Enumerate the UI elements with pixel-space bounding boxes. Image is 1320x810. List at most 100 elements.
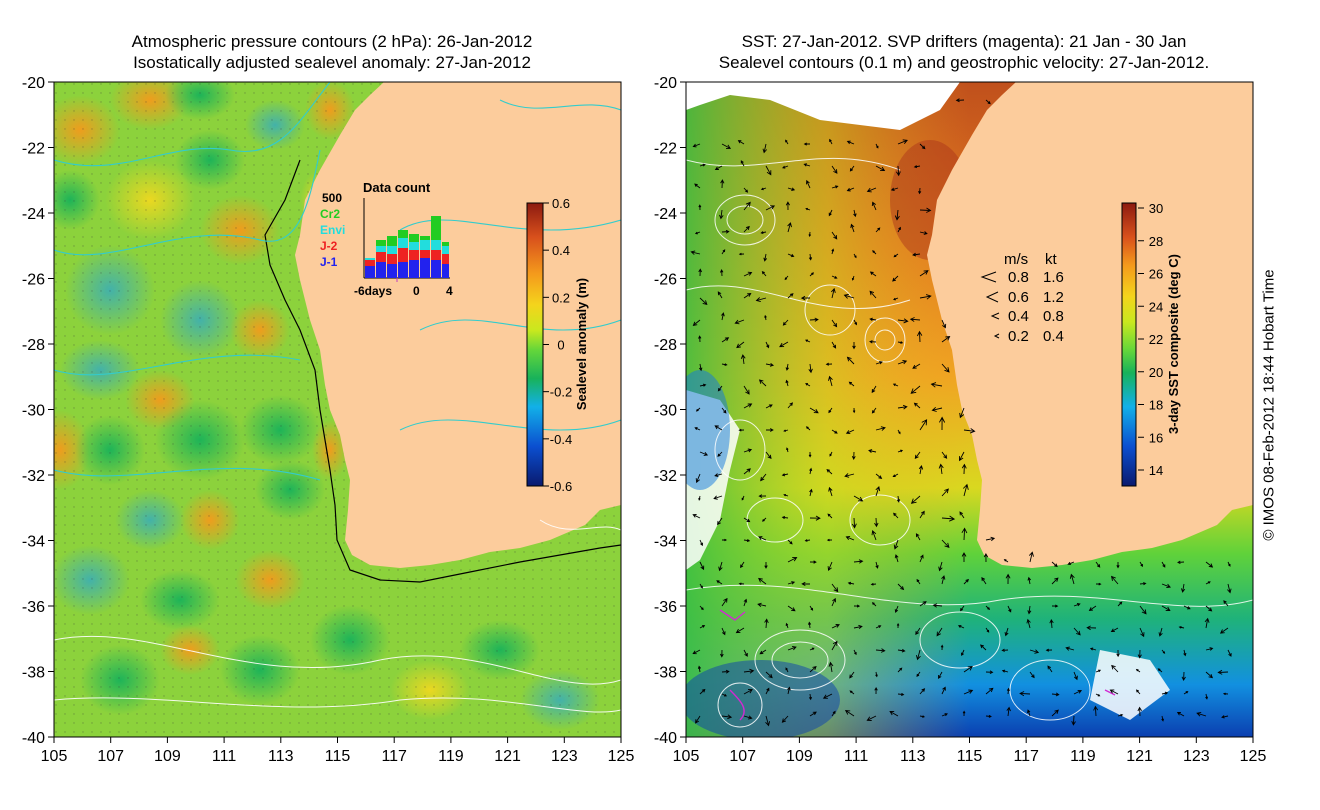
right-title-line1: SST: 27-Jan-2012. SVP drifters (magenta)…: [741, 32, 1187, 51]
velocity-arrow: [717, 291, 723, 299]
velocity-arrow: [959, 407, 965, 419]
velocity-arrow: [919, 601, 927, 607]
velocity-arrow: [1006, 706, 1011, 717]
velocity-arrow: [960, 605, 965, 612]
legend-kt-0-8: 1.6: [1043, 269, 1064, 286]
right-colorbar-label: 3-day SST composite (deg C): [1166, 254, 1181, 434]
velocity-arrow: [874, 517, 879, 528]
velocity-arrow: [809, 317, 819, 322]
velocity-arrow: [1095, 669, 1102, 673]
velocity-arrow: [743, 385, 750, 395]
velocity-arrow: [760, 231, 767, 235]
left-ytick-label: -28: [22, 337, 45, 354]
velocity-arrow: [1157, 668, 1163, 673]
velocity-arrow: [853, 559, 864, 564]
right-xtick-label: 119: [1070, 748, 1096, 765]
velocity-arrow: [826, 468, 833, 475]
velocity-arrow: [692, 514, 701, 519]
velocity-arrow: [897, 429, 901, 435]
velocity-arrow: [912, 252, 921, 257]
left-cb-tick-label: 0.2: [552, 290, 570, 305]
velocity-arrow: [721, 143, 732, 149]
velocity-arrow: [809, 488, 813, 497]
velocity-arrow: [760, 187, 767, 191]
right-cb-tick-label: 24: [1149, 299, 1163, 314]
velocity-arrow: [1135, 689, 1141, 695]
velocity-arrow: [809, 665, 817, 673]
velocity-arrow: [831, 640, 838, 651]
velocity-arrow: [919, 270, 929, 277]
velocity-arrow: [759, 649, 767, 655]
velocity-arrow: [961, 463, 967, 475]
left-xtick-label: 111: [212, 748, 236, 765]
velocity-arrow: [1227, 561, 1231, 567]
velocity-arrow: [1026, 618, 1031, 629]
velocity-arrow: [741, 495, 745, 501]
velocity-arrow: [892, 473, 899, 478]
velocity-arrow: [844, 709, 855, 717]
velocity-arrow: [871, 407, 877, 414]
velocity-arrow: [743, 225, 750, 233]
velocity-arrow: [1051, 692, 1060, 697]
velocity-arrow: [1005, 573, 1011, 585]
velocity-arrow: [845, 429, 855, 435]
velocity-arrow: [800, 295, 811, 301]
velocity-arrow: [738, 252, 745, 256]
velocity-arrow: [721, 597, 728, 607]
right-colorbar: 30 28 26 24 22 20 18 16 14 3-day SST composite (…: [1121, 201, 1181, 487]
right-ytick-label: -38: [654, 665, 677, 682]
velocity-arrow: [805, 339, 811, 343]
velocity-arrow: [985, 99, 991, 105]
velocity-arrow: [765, 205, 776, 211]
velocity-arrow: [941, 539, 950, 548]
left-cb-tick-label: -0.2: [550, 385, 572, 400]
right-xtick-label: 115: [957, 748, 983, 765]
velocity-arrow: [826, 538, 833, 542]
velocity-arrow: [1049, 618, 1054, 629]
velocity-arrow: [869, 340, 877, 344]
velocity-arrow: [1073, 603, 1081, 607]
velocity-arrow: [853, 495, 864, 502]
velocity-arrow: [829, 451, 833, 457]
velocity-arrow: [765, 404, 773, 409]
right-cb-tick-label: 30: [1149, 201, 1163, 216]
velocity-arrow: [787, 222, 792, 233]
velocity-arrow: [719, 269, 724, 277]
velocity-arrow: [852, 407, 856, 414]
velocity-arrow: [955, 98, 965, 103]
velocity-arrow: [875, 143, 879, 149]
velocity-arrow: [831, 710, 836, 717]
velocity-arrow: [872, 250, 877, 255]
svp-drifters: [719, 609, 1116, 721]
velocity-arrow: [1051, 561, 1058, 568]
velocity-arrow: [938, 561, 943, 572]
velocity-arrow: [809, 467, 813, 475]
velocity-arrow: [764, 562, 768, 569]
velocity-arrow: [916, 330, 923, 343]
velocity-arrow: [831, 624, 840, 629]
velocity-arrow: [941, 713, 948, 717]
legend-header-kt: kt: [1045, 251, 1058, 268]
velocity-arrow: [1027, 576, 1032, 585]
velocity-arrow: [831, 597, 837, 607]
right-cb-tick-label: 28: [1149, 234, 1163, 249]
velocity-arrow: [801, 581, 811, 586]
legend-header-ms: m/s: [1004, 251, 1028, 268]
velocity-arrow: [785, 363, 789, 371]
velocity-arrow: [938, 463, 944, 475]
velocity-arrow: [699, 163, 706, 167]
right-ytick-label: -22: [654, 141, 677, 158]
velocity-arrow: [699, 297, 708, 306]
velocity-arrow: [852, 342, 856, 350]
velocity-arrow: [1117, 601, 1123, 607]
velocity-arrow: [743, 468, 751, 475]
velocity-arrow: [805, 383, 811, 387]
velocity-arrow: [783, 493, 789, 497]
velocity-arrow: [829, 138, 833, 145]
velocity-arrow: [985, 670, 994, 675]
velocity-arrow: [1137, 706, 1142, 717]
velocity-arrow: [914, 451, 921, 460]
velocity-arrow: [755, 297, 767, 303]
velocity-arrow: [743, 403, 753, 409]
velocity-arrow: [1003, 559, 1009, 563]
